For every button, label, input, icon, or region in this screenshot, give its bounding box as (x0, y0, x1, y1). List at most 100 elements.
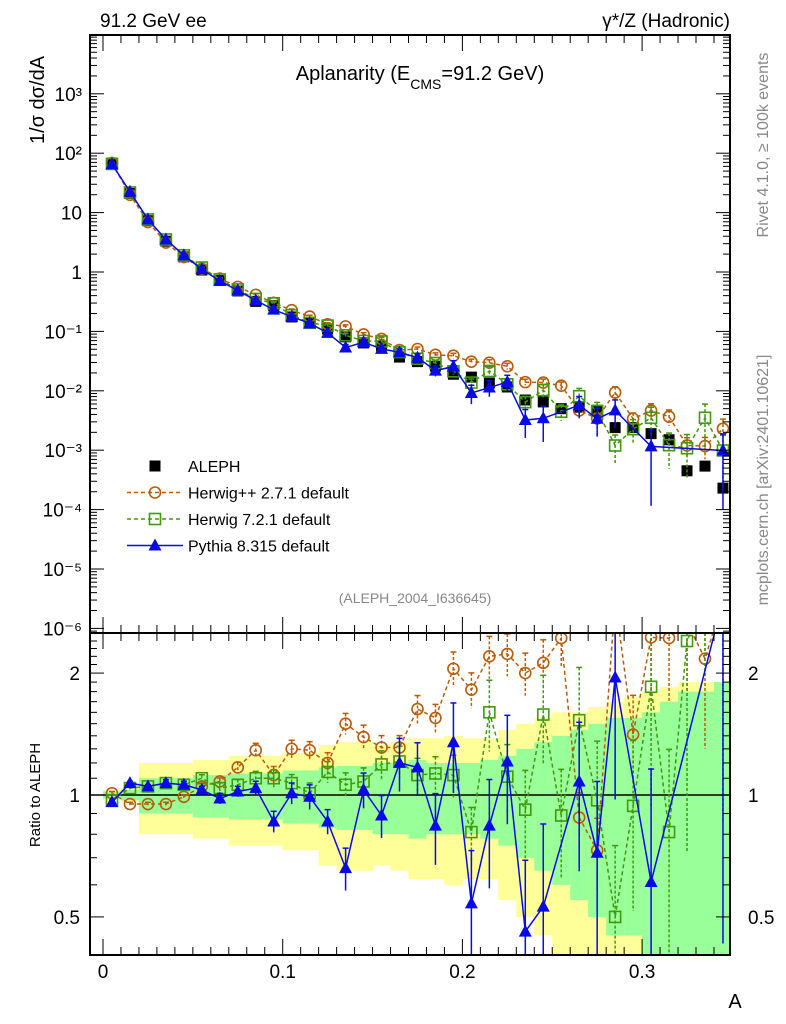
pythia8-point (213, 273, 227, 286)
pythia8-point (518, 413, 532, 426)
inner-band-bin (606, 717, 625, 936)
pythia8-point (464, 386, 478, 399)
pythia8-point (249, 293, 263, 306)
pythia8-ratio-point (213, 791, 227, 804)
inner-band-bin (318, 767, 338, 828)
pythia8-point (105, 157, 119, 170)
pythia8-point (321, 325, 335, 338)
herwig7-ratio-point (536, 708, 550, 721)
herwig7-point (698, 411, 712, 425)
pythia8-ratio-point (446, 735, 460, 748)
pythia8-point (339, 340, 353, 353)
pythia8-point (482, 380, 496, 393)
herwig7-ratio-point (518, 803, 532, 816)
ratio-y-axis-label: Ratio to ALEPH (27, 743, 44, 847)
aleph-data-point (699, 460, 711, 472)
pythia8-ratio-point (267, 814, 281, 827)
aleph-data-point (537, 396, 549, 408)
legend-herwigpp-marker (148, 486, 162, 499)
herwigpp-point (501, 359, 514, 373)
pythia8-ratio-point (482, 818, 496, 831)
pythia8-ratio-point (249, 781, 263, 794)
header-process: γ*/Z (Hadronic) (602, 11, 730, 32)
main-panel-frame (89, 34, 731, 634)
herwig7-point (554, 405, 568, 418)
herwigpp-ratio-point (554, 633, 568, 645)
herwig7-ratio-point (267, 771, 281, 785)
herwigpp-ratio-point (285, 742, 298, 756)
ratio-panel-marks (105, 633, 726, 955)
x-tick-label: 0.2 (449, 962, 475, 983)
inner-band-bin (660, 701, 679, 955)
herwig7-point (483, 364, 496, 378)
herwigpp-point (644, 404, 658, 417)
herwigpp-point (518, 375, 532, 389)
plot-title: Aplanarity (ECMS=91.2 GeV) (296, 63, 544, 92)
herwigpp-ratio-point (213, 775, 227, 788)
ratio-y-tick-label: 0.5 (54, 908, 80, 929)
herwigpp-ratio-point (159, 797, 173, 811)
herwigpp-point (536, 376, 550, 389)
inner-band-bin (246, 773, 266, 820)
pythia8-point (393, 345, 407, 358)
herwigpp-ratio-point (249, 743, 263, 757)
herwig7-point (626, 422, 640, 436)
x-tick-label: 0 (98, 962, 109, 983)
y-tick-label: 10⁻⁵ (43, 560, 82, 581)
ratio-y-tick-label: 1 (69, 786, 80, 807)
herwig7-ratio-point (465, 825, 478, 839)
pythia8-point (608, 403, 622, 416)
pythia8-ratio-point (231, 784, 245, 797)
y-tick-label: 1 (71, 263, 82, 284)
y-tick-label: 10⁻¹ (45, 322, 83, 343)
herwigpp-ratio-point (447, 662, 460, 676)
pythia8-point (141, 212, 155, 225)
x-tick-label: 0.3 (629, 962, 655, 983)
herwig7-point (662, 438, 676, 452)
inner-band-bin (534, 742, 553, 871)
y-tick-label: 10² (55, 144, 82, 165)
header-energy: 91.2 GeV ee (100, 11, 207, 32)
herwigpp-ratio-point (141, 797, 155, 811)
pythia8-ratio-point (608, 670, 622, 683)
ratio-y-tick-label: 2 (69, 664, 80, 685)
herwigpp-ratio-point (662, 633, 676, 645)
y-tick-label: 10³ (55, 85, 82, 106)
ratio-panel-frame (89, 632, 731, 956)
pythia8-ratio-point (572, 774, 586, 787)
herwigpp-ratio-point (177, 790, 191, 804)
pythia8-ratio-point (339, 861, 353, 874)
herwigpp-ratio-point (465, 683, 478, 696)
pythia8-point (410, 350, 424, 363)
herwig7-point (536, 383, 550, 397)
y-tick-label: 10⁻⁴ (43, 501, 82, 522)
herwigpp-ratio-point (357, 730, 370, 744)
herwig7-ratio-point (375, 758, 388, 771)
herwig7-ratio-point (680, 634, 694, 648)
herwigpp-point (554, 379, 568, 392)
pythia8-ratio-point (105, 795, 119, 808)
pythia8-ratio-point (644, 874, 658, 887)
pythia8-ratio-point (375, 808, 389, 821)
pythia8-ratio-point (195, 782, 209, 795)
pythia8-point (357, 335, 371, 348)
aleph-data-point (340, 331, 352, 343)
legend-herwig7-label: Herwig 7.2.1 default (188, 512, 331, 529)
y-tick-label: 10 (61, 204, 82, 225)
pythia8-ratio-point (500, 754, 514, 767)
herwig7-ratio-point (339, 778, 352, 792)
y-axis-label: 1/σ dσ/dA (27, 55, 49, 144)
herwigpp-ratio-point (429, 711, 442, 725)
ratio-y-tick-label-right: 1 (748, 786, 759, 807)
herwig7-point (644, 411, 658, 425)
herwigpp-point (608, 386, 622, 399)
herwig7-point (608, 439, 622, 452)
herwigpp-ratio-point (411, 702, 424, 716)
pythia8-point (536, 411, 550, 424)
pythia8-point (303, 316, 317, 329)
legend-herwigpp-label: Herwig++ 2.7.1 default (188, 486, 350, 503)
herwig7-ratio-point (608, 910, 622, 924)
herwig7-ratio-point (429, 767, 442, 780)
pythia8-ratio-point (141, 779, 155, 792)
